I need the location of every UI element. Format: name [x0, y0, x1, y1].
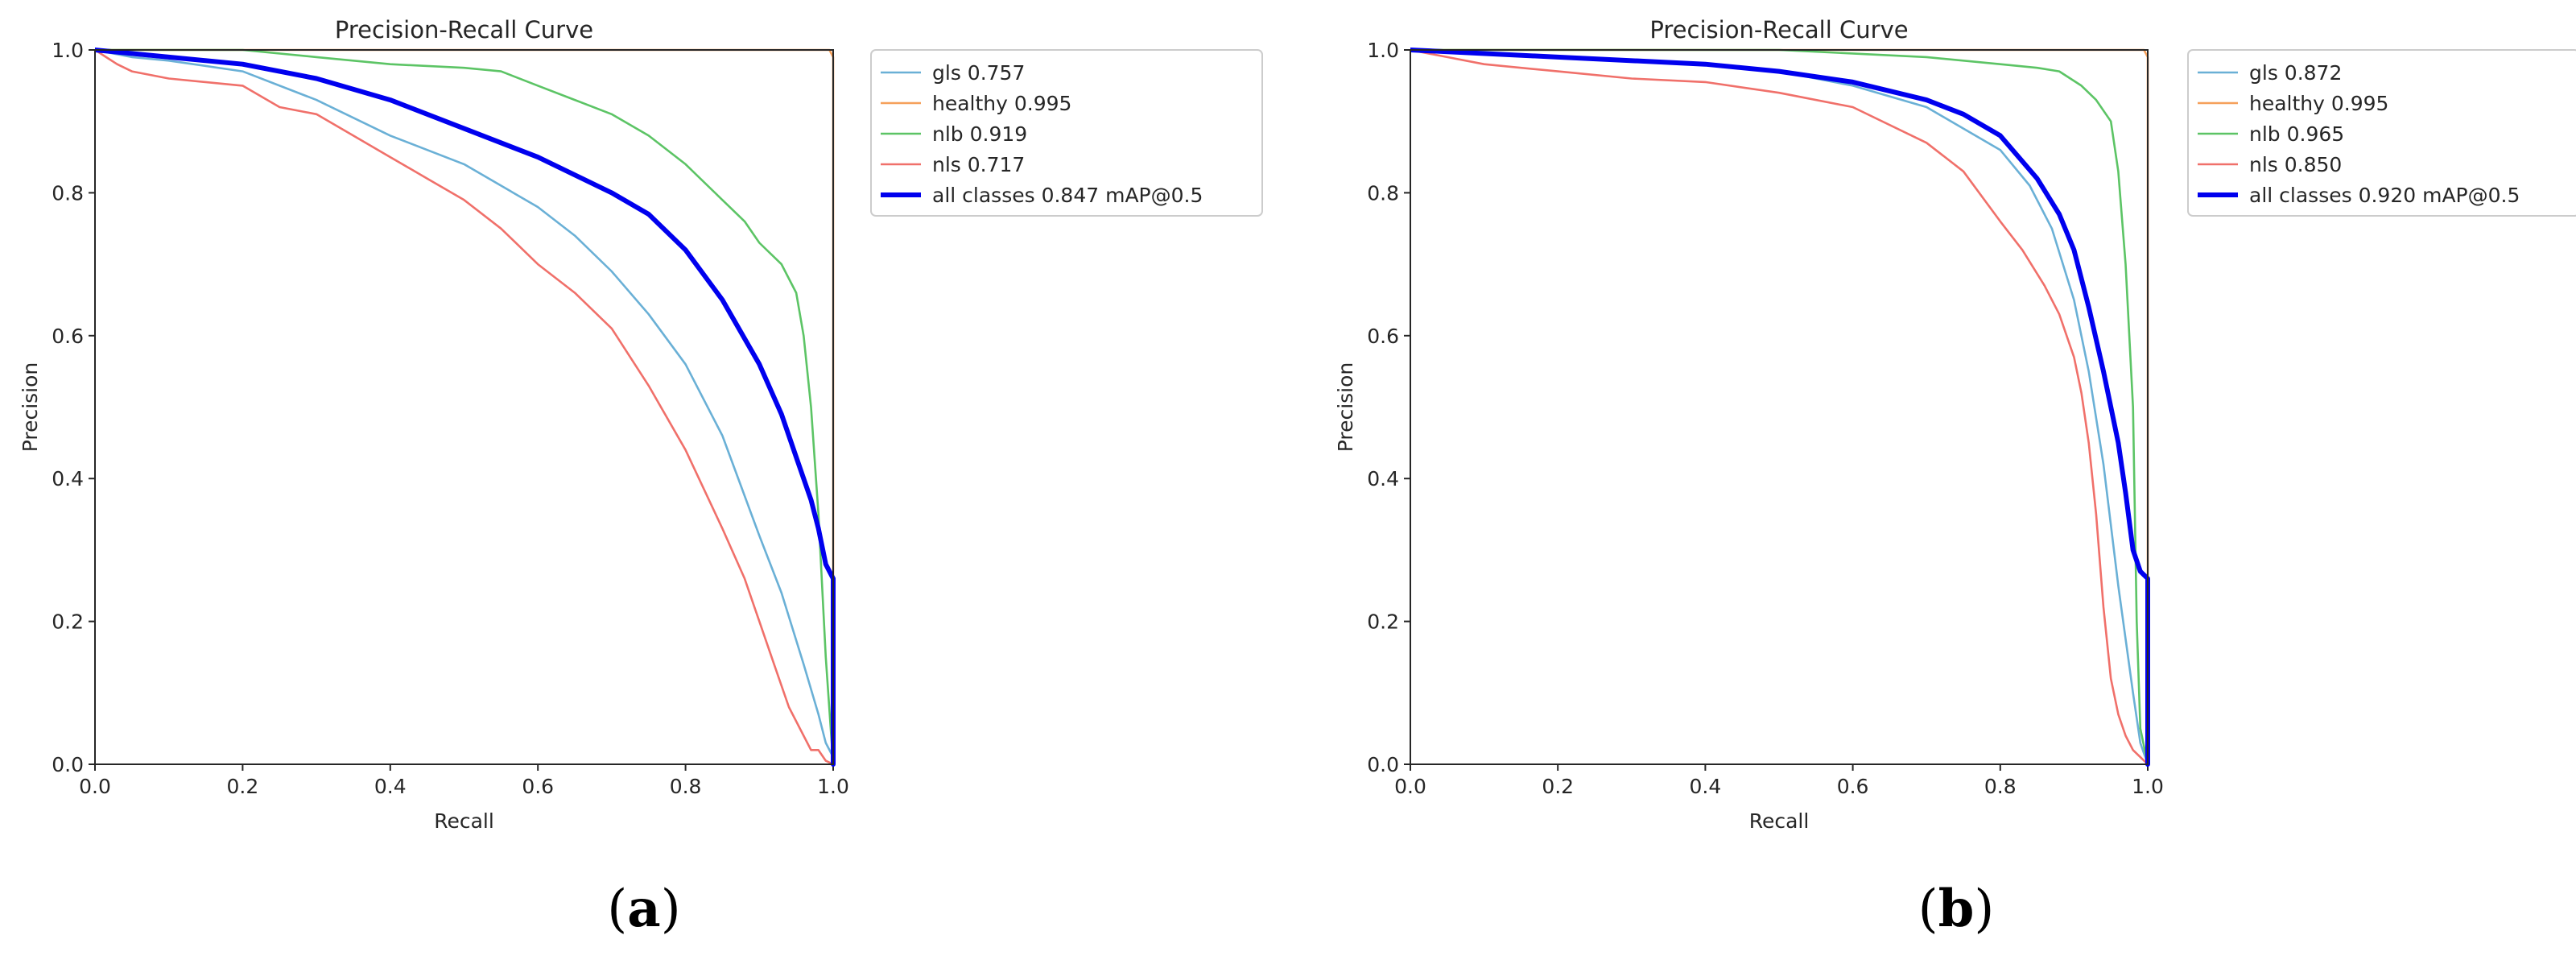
y-tick-label: 0.6 [1367, 325, 1399, 348]
x-tick-label: 0.2 [227, 775, 259, 798]
x-axis-label: Recall [1749, 809, 1810, 833]
series-group [1410, 48, 2150, 767]
chart-title: Precision-Recall Curve [335, 16, 593, 43]
series-line-nlb [95, 48, 835, 766]
y-axis-label: Precision [19, 362, 42, 453]
chart-title: Precision-Recall Curve [1649, 16, 1908, 43]
y-tick-label: 0.2 [1367, 610, 1399, 634]
x-tick-label: 0.8 [670, 775, 702, 798]
y-tick-label: 0.6 [52, 325, 84, 348]
legend: gls 0.757 healthy 0.995 nlb 0.919 nls 0.717… [870, 49, 1263, 217]
legend-label: healthy 0.995 [2249, 92, 2388, 115]
plot-frame [94, 49, 834, 765]
panel-caption: (b) [1918, 879, 1995, 939]
series-group [95, 48, 836, 767]
series-line-nlb [1410, 48, 2149, 766]
legend-frame [2187, 49, 2576, 217]
y-tick-label: 1.0 [1367, 39, 1399, 62]
series-line-nls [95, 48, 835, 766]
x-tick-label: 0.0 [79, 775, 111, 798]
y-tick-label: 0.8 [52, 181, 84, 205]
panel-letter: a [627, 879, 660, 939]
legend-label: healthy 0.995 [932, 92, 1071, 115]
legend-label: nlb 0.919 [932, 122, 1027, 146]
x-tick-label: 0.0 [1394, 775, 1426, 798]
plot-frame [1410, 49, 2149, 765]
panel-letter: b [1938, 879, 1975, 939]
y-axis-label: Precision [1334, 362, 1357, 453]
x-tick-label: 0.2 [1542, 775, 1574, 798]
x-tick-label: 1.0 [2132, 775, 2164, 798]
legend-label: nlb 0.965 [2249, 122, 2344, 146]
legend-label: all classes 0.920 mAP@0.5 [2249, 184, 2520, 207]
x-tick-label: 0.4 [1690, 775, 1722, 798]
x-tick-label: 0.6 [1837, 775, 1869, 798]
y-tick-label: 0.4 [52, 467, 84, 490]
chart-panel-b: Precision-Recall Curve 0.00.0 0.2 0.2 0.4 0.4… [1334, 16, 2576, 939]
legend-label: nls 0.850 [2249, 153, 2342, 176]
series-line-healthy [95, 48, 835, 766]
series-line-all [1410, 48, 2150, 767]
panel-caption: (a) [607, 879, 680, 939]
x-tick-label: 0.4 [374, 775, 407, 798]
series-line-gls [1410, 48, 2149, 766]
x-tick-label: 1.0 [817, 775, 849, 798]
series-line-healthy [1410, 48, 2149, 766]
y-tick-label: 0.0 [52, 753, 84, 776]
y-tick-label: 0.8 [1367, 181, 1399, 205]
y-tick-label: 0.2 [52, 610, 84, 634]
legend-label: all classes 0.847 mAP@0.5 [932, 184, 1203, 207]
series-line-nls [1410, 48, 2149, 766]
legend-label: gls 0.757 [932, 61, 1025, 85]
legend-label: nls 0.717 [932, 153, 1025, 176]
legend-frame [870, 49, 1263, 217]
y-tick-label: 0.0 [1367, 753, 1399, 776]
x-tick-label: 0.6 [522, 775, 554, 798]
x-axis-label: Recall [434, 809, 494, 833]
y-tick-label: 1.0 [52, 39, 84, 62]
legend: gls 0.872 healthy 0.995 nlb 0.965 nls 0.850… [2187, 49, 2576, 217]
y-tick-label: 0.4 [1367, 467, 1399, 490]
x-tick-label: 0.8 [1984, 775, 2017, 798]
chart-panel-a: Precision-Recall Curve 0.00.0 0.2 0.2 0.4 0.4… [19, 16, 1263, 939]
series-line-all [95, 48, 836, 767]
legend-label: gls 0.872 [2249, 61, 2342, 85]
series-line-gls [95, 48, 835, 766]
